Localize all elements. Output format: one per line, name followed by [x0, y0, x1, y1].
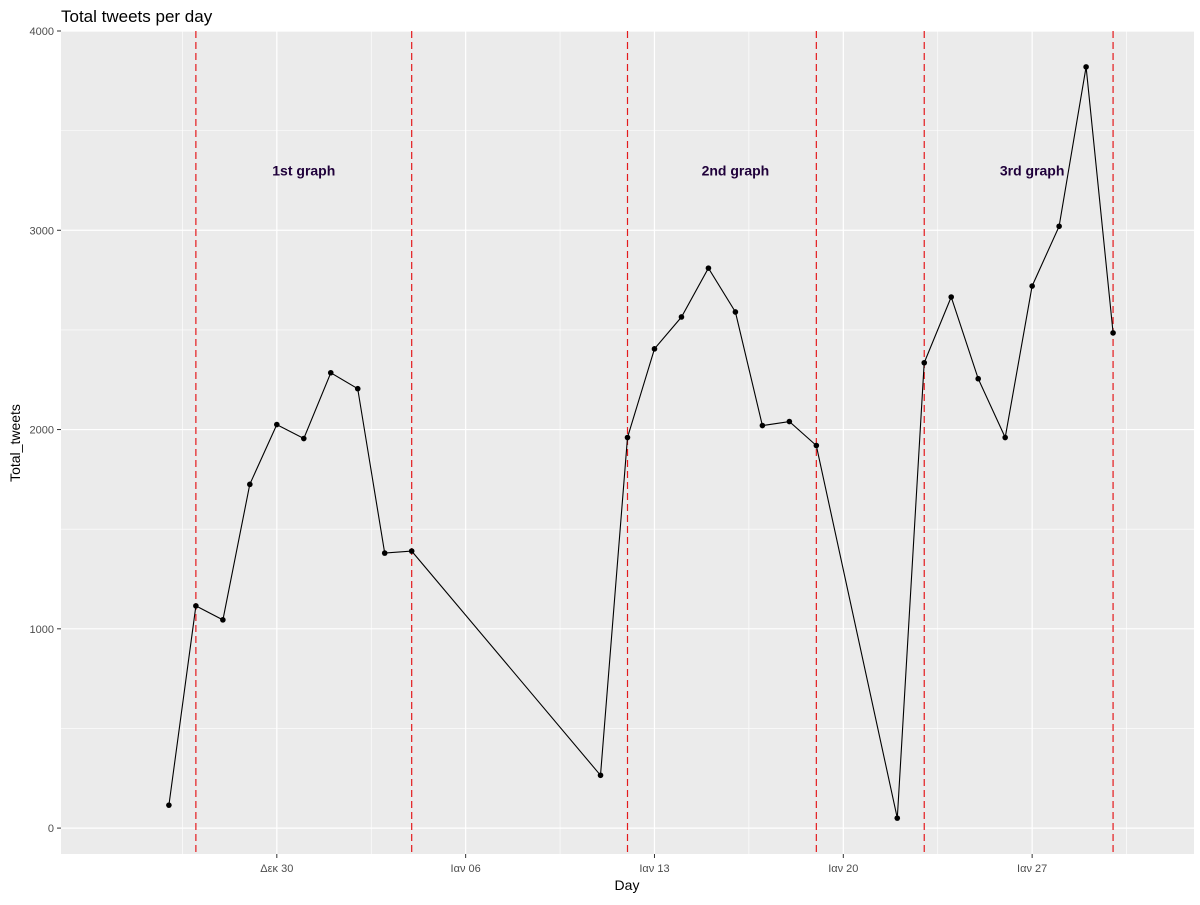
data-point [975, 375, 981, 382]
x-tick-label: Ιαν 13 [639, 863, 669, 875]
data-point [597, 772, 604, 779]
x-axis-label: Day [615, 877, 640, 893]
data-point [274, 421, 280, 428]
y-tick-label: 1000 [30, 624, 54, 636]
data-point [1002, 434, 1008, 441]
y-axis-label: Total_tweets [7, 404, 23, 482]
x-tick-label: Ιαν 27 [1017, 863, 1047, 875]
annotation-label: 1st graph [272, 162, 335, 178]
data-point [813, 442, 820, 449]
data-point [381, 550, 388, 556]
x-tick-label: Δεκ 30 [260, 863, 293, 875]
x-tick-label: Ιαν 06 [451, 863, 481, 875]
series-line [168, 66, 1114, 819]
annotation-label: 2nd graph [702, 162, 770, 178]
data-point [220, 617, 226, 623]
data-point [1083, 64, 1089, 70]
series-tweets [166, 64, 1116, 821]
x-axis: Δεκ 30 Ιαν 06 Ιαν 13 Ιαν 20 Ιαν 27 [260, 854, 1047, 875]
data-point [1029, 283, 1035, 289]
y-axis: 0 1000 2000 3000 4000 [30, 26, 61, 835]
annotations: 1st graph 2nd graph 3rd graph [272, 162, 1064, 178]
data-point [247, 481, 253, 488]
x-tick-label: Ιαν 20 [828, 863, 858, 875]
data-point [1110, 330, 1116, 336]
y-tick-label: 4000 [30, 26, 54, 38]
data-point [894, 815, 901, 821]
y-tick-label: 0 [48, 823, 54, 835]
data-point [300, 435, 307, 442]
data-point [921, 359, 928, 366]
data-point [678, 314, 685, 320]
data-point [1056, 223, 1062, 230]
y-tick-label: 3000 [30, 225, 54, 237]
data-point [354, 385, 361, 392]
data-point [705, 265, 712, 271]
data-point [166, 802, 172, 808]
data-point [732, 309, 739, 315]
data-point [651, 346, 658, 352]
data-point [948, 294, 955, 300]
annotation-label: 3rd graph [1000, 162, 1065, 178]
chart-title: Total tweets per day [61, 7, 213, 26]
y-tick-label: 2000 [30, 425, 54, 437]
data-point [327, 369, 334, 376]
data-point [193, 603, 199, 609]
reference-lines [195, 31, 1114, 854]
data-point [624, 434, 631, 441]
data-point [408, 548, 415, 554]
data-point [786, 418, 793, 425]
data-point [759, 422, 766, 429]
